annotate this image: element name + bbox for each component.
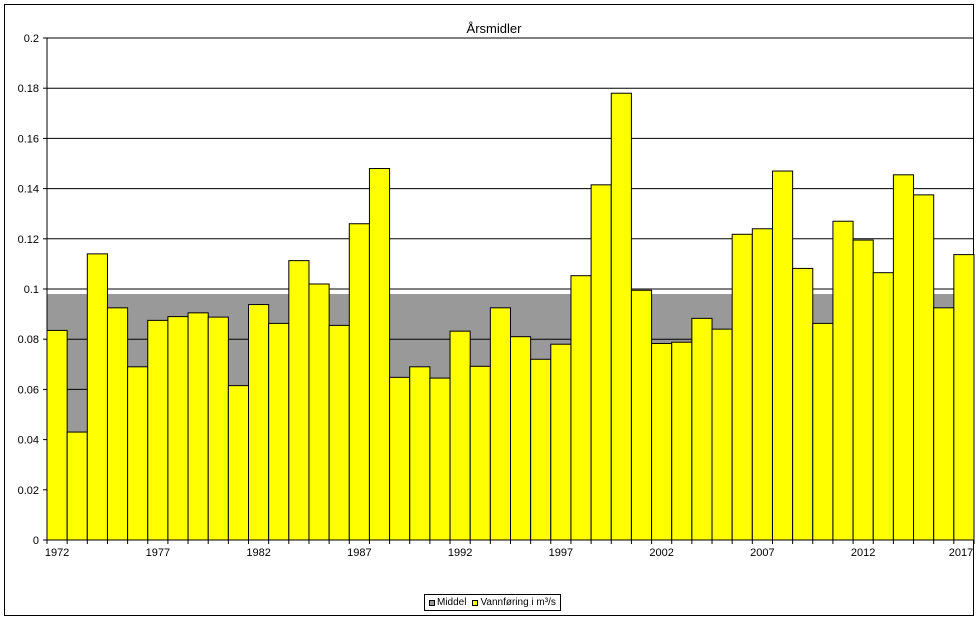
bar	[711, 328, 733, 541]
bar	[147, 319, 169, 541]
bar	[771, 170, 794, 541]
y-tick-label: 0.2	[24, 33, 39, 45]
bar	[832, 220, 854, 541]
bar	[207, 316, 229, 541]
y-tick-label: 0.14	[18, 184, 39, 196]
legend-swatch-middel	[429, 599, 435, 606]
bar	[510, 336, 532, 541]
bar	[328, 324, 350, 541]
bar	[368, 168, 391, 541]
bar	[852, 239, 874, 541]
bar	[167, 316, 189, 541]
x-tick-label: 1987	[347, 547, 371, 559]
bar	[248, 304, 270, 541]
y-tick-label: 0.18	[18, 83, 39, 95]
bar	[348, 223, 370, 541]
x-tick-label: 1982	[246, 547, 270, 559]
bar	[651, 342, 673, 541]
x-tick-label: 1997	[549, 547, 573, 559]
y-tick-label: 0.16	[18, 133, 39, 145]
bar	[872, 272, 894, 541]
bar	[570, 275, 592, 541]
y-tick-label: 0.04	[18, 435, 39, 447]
y-tick-label: 0.1	[24, 284, 39, 296]
bar	[489, 307, 512, 541]
bar	[610, 92, 632, 541]
legend-item-middel: Middel	[429, 597, 466, 608]
y-tick-label: 0.12	[18, 234, 39, 246]
bar	[429, 377, 451, 541]
bar	[892, 174, 915, 541]
x-tick-label: 1992	[448, 547, 472, 559]
bar	[550, 343, 572, 541]
bar	[751, 228, 773, 541]
bar	[227, 385, 250, 541]
bar	[46, 329, 68, 541]
bar	[308, 283, 330, 541]
bar	[671, 341, 693, 541]
bar	[469, 365, 491, 541]
bar	[731, 233, 753, 541]
bar	[66, 431, 88, 541]
x-tick-label: 2002	[649, 547, 673, 559]
bar	[590, 184, 612, 541]
bar	[389, 376, 411, 541]
legend-label-vannforing: Vannføring i m³/s	[480, 597, 556, 608]
bar	[409, 366, 431, 541]
x-tick-label: 1972	[45, 547, 69, 559]
bar	[268, 322, 290, 541]
bar	[812, 322, 834, 541]
bar	[127, 366, 149, 541]
bar	[530, 358, 552, 541]
bar	[792, 267, 814, 541]
bar	[86, 253, 108, 541]
x-tick-label: 2012	[851, 547, 875, 559]
legend-label-middel: Middel	[437, 597, 467, 608]
legend: Middel Vannføring i m³/s	[424, 594, 561, 611]
y-tick-label: 0.06	[18, 384, 39, 396]
y-tick-label: 0.08	[18, 334, 39, 346]
bar	[953, 254, 975, 541]
y-tick-label: 0	[33, 535, 39, 547]
bar	[933, 307, 955, 541]
bar	[288, 260, 310, 541]
bar	[106, 307, 129, 541]
y-tick-label: 0.02	[18, 485, 39, 497]
legend-item-vannforing: Vannføring i m³/s	[472, 597, 556, 608]
chart-title: Årsmidler	[467, 21, 523, 36]
x-tick-label: 2017	[949, 547, 973, 559]
x-tick-label: 1977	[146, 547, 170, 559]
x-tick-label: 2007	[750, 547, 774, 559]
bar	[913, 194, 935, 541]
legend-swatch-vannforing	[472, 599, 479, 606]
bar	[449, 330, 471, 541]
bar	[187, 312, 209, 541]
bar	[691, 317, 713, 541]
bar	[630, 289, 653, 541]
